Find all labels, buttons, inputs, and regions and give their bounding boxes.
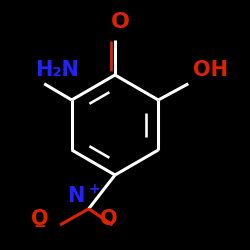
Text: −: − — [34, 219, 46, 234]
Text: H₂N: H₂N — [35, 60, 79, 80]
Text: +: + — [89, 182, 101, 196]
Text: O: O — [110, 12, 130, 32]
Text: O: O — [100, 209, 117, 229]
Text: OH: OH — [192, 60, 228, 80]
Text: N: N — [68, 186, 85, 206]
Text: O: O — [31, 209, 49, 229]
